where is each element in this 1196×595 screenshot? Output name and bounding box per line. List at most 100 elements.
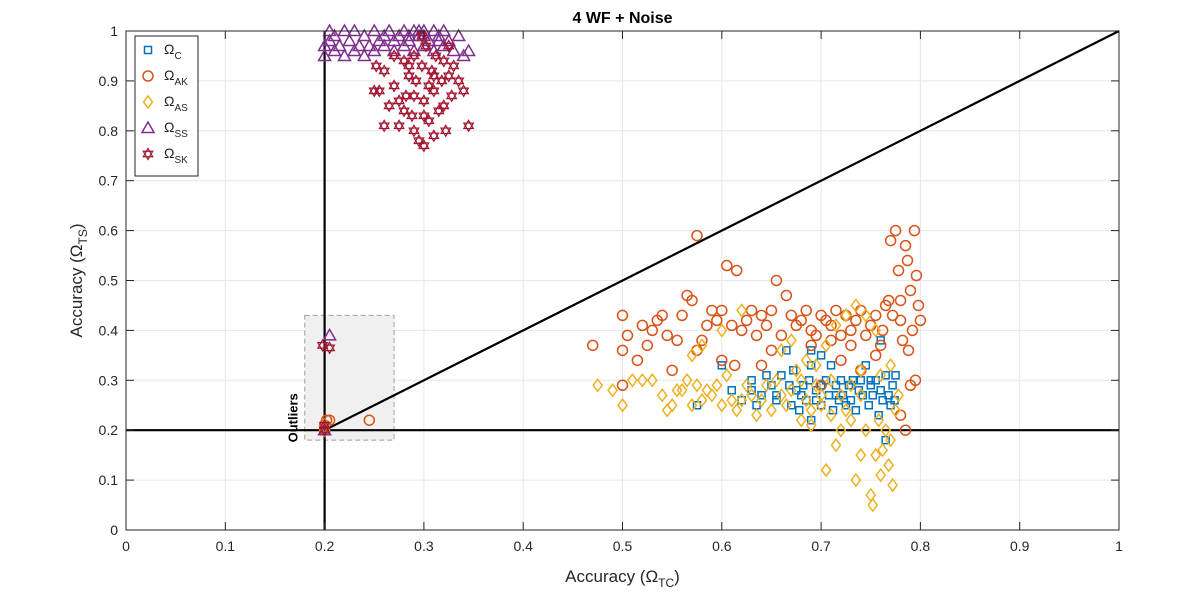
point-sk <box>457 84 470 98</box>
point-sk <box>368 84 381 98</box>
point-ss <box>317 48 332 62</box>
point-as <box>701 383 713 398</box>
hexagram-part <box>318 423 331 434</box>
point-sk <box>388 49 400 63</box>
hexagram-part <box>428 132 440 143</box>
hexagram-part <box>432 104 445 115</box>
hexagram-part <box>408 89 420 100</box>
y-tick-label: 0.5 <box>99 273 119 289</box>
hexagram-part <box>142 147 154 158</box>
point-sk <box>378 64 390 78</box>
point-ss <box>366 43 382 57</box>
hexagram-part <box>420 42 432 53</box>
hexagram-part <box>420 39 432 50</box>
point-as <box>830 318 842 333</box>
axis-ticks: 0 0.1 0.2 0.3 0.4 0.5 0.6 0.7 0.8 0.9 1 0 0.1 0.2 0.3 0… <box>99 23 1124 554</box>
point-c <box>787 401 796 410</box>
point-c <box>717 361 727 370</box>
legend-marker-sk <box>142 147 154 161</box>
point-as <box>592 378 604 393</box>
legend-marker-as <box>142 94 154 110</box>
point-ak <box>716 304 728 317</box>
outliers-label: Outliers <box>286 393 301 442</box>
x-label-sub: TC <box>658 576 674 590</box>
point-ak <box>686 294 698 307</box>
point-as <box>835 388 847 403</box>
point-ak <box>775 329 788 342</box>
point-ss <box>376 38 392 52</box>
reference-lines <box>126 30 1120 530</box>
point-as <box>855 363 867 378</box>
chart-title: 4 WF + Noise <box>572 10 672 27</box>
point-ak <box>666 364 678 377</box>
point-c <box>772 391 781 400</box>
point-as <box>860 422 872 438</box>
point-sk <box>400 89 412 103</box>
point-c <box>868 391 877 400</box>
point-c <box>846 396 856 405</box>
point-as <box>820 462 832 478</box>
point-as <box>885 358 897 373</box>
point-as <box>686 398 698 413</box>
point-as <box>676 383 688 398</box>
point-ak <box>795 314 807 327</box>
point-as <box>780 398 792 413</box>
legend-marker-ss <box>140 120 156 134</box>
data-points <box>316 23 927 513</box>
point-c <box>831 391 841 400</box>
point-sk <box>408 124 420 138</box>
point-c <box>836 376 846 385</box>
hexagram-part <box>452 74 465 85</box>
hexagram-part <box>442 72 455 83</box>
point-ss <box>361 38 377 52</box>
hexagram-part <box>452 77 465 88</box>
hexagram-part <box>403 72 415 83</box>
hexagram-part <box>439 127 452 138</box>
hexagram-part <box>442 39 455 50</box>
point-as <box>746 388 758 403</box>
point-ss <box>426 23 442 37</box>
point-c <box>888 381 897 390</box>
point-sk <box>462 119 475 133</box>
x-axis-label: Accuracy (ΩTC) <box>565 567 680 590</box>
point-ak <box>860 329 872 342</box>
point-as <box>646 373 658 388</box>
hexagram-part <box>393 122 405 133</box>
hexagram-part <box>378 122 390 133</box>
hexagram-part <box>316 342 329 353</box>
x-tick-label: 0.9 <box>1010 538 1030 554</box>
point-sk <box>388 79 400 93</box>
point-as <box>810 378 822 393</box>
hexagram-part <box>393 97 405 108</box>
point-ss <box>322 327 337 341</box>
point-sk <box>442 69 455 83</box>
point-as <box>751 407 762 423</box>
x-tick-label: 0.8 <box>911 538 931 554</box>
hexagram-part <box>398 104 410 115</box>
hexagram-part <box>437 99 450 110</box>
x-tick-label: 0.7 <box>811 538 831 554</box>
hexagram-part <box>408 124 420 135</box>
point-as <box>840 402 852 418</box>
y-axis-label: Accuracy (ΩTS) <box>67 223 90 337</box>
point-as <box>726 393 738 408</box>
point-as <box>877 442 889 458</box>
point-as <box>810 358 822 373</box>
point-c <box>866 376 875 385</box>
point-ss <box>347 23 362 37</box>
point-ak <box>805 339 817 352</box>
hexagram-part <box>442 42 455 53</box>
point-ss <box>342 33 357 47</box>
hexagram-part <box>418 139 430 150</box>
x-tick-label: 0.4 <box>513 538 533 554</box>
point-ss <box>436 23 452 37</box>
point-as <box>761 378 772 393</box>
point-ak <box>869 349 882 362</box>
point-sk <box>423 79 435 93</box>
point-sk <box>378 119 390 133</box>
point-ak <box>886 309 899 322</box>
point-ak <box>716 354 728 367</box>
point-sk <box>403 59 415 73</box>
hexagram-part <box>323 344 336 355</box>
